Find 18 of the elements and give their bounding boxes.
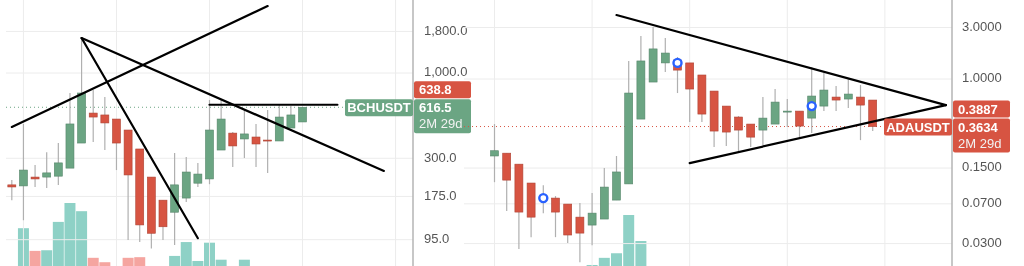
text: 2M 29d: [958, 135, 1002, 151]
annotation: BCHUSDT: [347, 100, 411, 116]
y-tick-label: 1.0000: [962, 70, 1002, 86]
y-tick-label: 1,800.0: [424, 22, 468, 38]
ref-line-label: 0.3634: [958, 119, 999, 135]
y-tick-label: 1,000.0: [424, 64, 468, 80]
text: 638.8: [419, 82, 452, 98]
y-tick-label: 95.0: [424, 231, 450, 247]
text: 0.3887: [958, 101, 998, 117]
annotation: ADAUSDT: [886, 119, 950, 135]
y-tick-label: 3.0000: [962, 18, 1002, 34]
y-tick-label: 0.0700: [962, 195, 1002, 211]
text: 2M 29d: [419, 116, 463, 132]
y-tick-label: 0.1500: [962, 159, 1002, 175]
ref-line-label: 616.5: [419, 100, 452, 116]
y-tick-label: 300.0: [424, 149, 457, 165]
y-tick-label: 0.0300: [962, 235, 1002, 251]
y-tick-label: 175.0: [424, 187, 457, 203]
